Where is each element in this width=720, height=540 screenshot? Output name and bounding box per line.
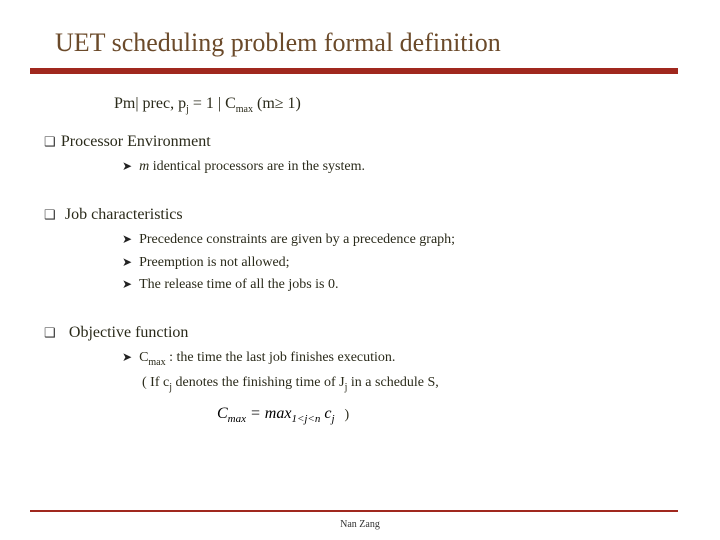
slide-title: UET scheduling problem formal definition	[55, 28, 501, 58]
divider-top	[30, 68, 678, 74]
section-head: Processor Environment	[44, 130, 684, 153]
bullet-item: The release time of all the jobs is 0.	[122, 275, 684, 295]
bullet-item: Precedence constraints are given by a pr…	[122, 230, 684, 250]
section-processor-env: Processor Environment m identical proces…	[44, 130, 684, 177]
bullet-item: m identical processors are in the system…	[122, 157, 684, 177]
author-footer: Nan Zang	[0, 519, 720, 530]
cmax-formula: Cmax = max1<j<n cj	[214, 401, 338, 429]
section-head-text: Processor Environment	[61, 133, 211, 150]
formula-close-paren: )	[345, 407, 350, 422]
slide-content: Pm| prec, pj = 1 | Cmax (m≥ 1) Processor…	[44, 92, 684, 435]
note-line: ( If cj denotes the finishing time of Jj…	[142, 373, 684, 395]
slide: UET scheduling problem formal definition…	[0, 0, 720, 540]
bullet-item: Cmax : the time the last job finishes ex…	[122, 348, 684, 370]
section-job-characteristics: Job characteristics Precedence constrain…	[44, 203, 684, 295]
formula-line: Cmax = max1<j<n cj )	[214, 401, 684, 429]
section-head-text: Objective function	[69, 324, 189, 341]
section-head: Job characteristics	[44, 203, 684, 226]
section-head: Objective function	[44, 321, 684, 344]
bullet-item: Preemption is not allowed;	[122, 253, 684, 273]
section-objective-fn: Objective function Cmax : the time the l…	[44, 321, 684, 429]
scheduling-notation: Pm| prec, pj = 1 | Cmax (m≥ 1)	[114, 92, 684, 118]
divider-bottom	[30, 510, 678, 512]
section-head-text: Job characteristics	[65, 206, 183, 223]
